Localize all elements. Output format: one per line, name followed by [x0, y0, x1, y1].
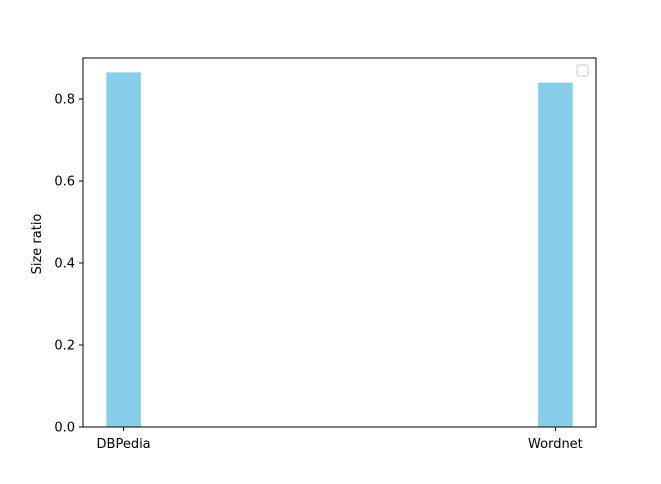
y-tick-label: 0.0	[54, 421, 75, 436]
y-tick-label: 0.2	[54, 339, 75, 354]
legend	[576, 64, 589, 77]
axes-layer	[82, 57, 597, 428]
y-axis-label: Size ratio	[30, 214, 45, 275]
ticks-layer: 0.0 0.2 0.4 0.6 0.8 DBPedia Wordnet	[54, 93, 582, 453]
plot-frame	[82, 57, 597, 428]
bars-layer	[106, 72, 573, 427]
y-tick-label: 0.8	[54, 93, 75, 108]
x-tick-label: Wordnet	[528, 437, 583, 452]
x-tick-label: DBPedia	[97, 437, 151, 452]
bar-wordnet	[538, 82, 573, 427]
y-tick-label: 0.4	[54, 257, 75, 272]
legend-box	[576, 64, 589, 77]
bar-dbpedia	[106, 72, 141, 427]
y-tick-label: 0.6	[54, 175, 75, 190]
